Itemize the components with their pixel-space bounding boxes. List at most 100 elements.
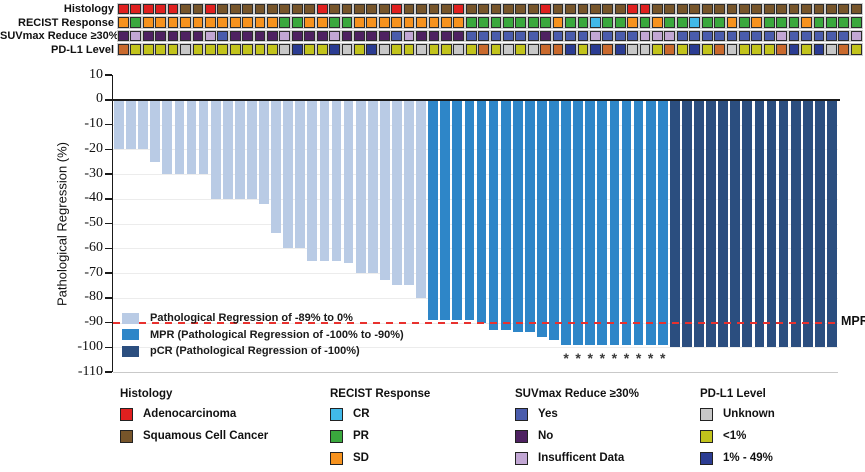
track-square: [502, 29, 515, 43]
legend-group: RECIST Response CR PR SD: [330, 388, 430, 472]
track-square: [638, 2, 652, 16]
track-square: [564, 2, 577, 16]
patient-bar: [500, 99, 511, 330]
track-square: [415, 29, 428, 43]
patient-bar: [319, 99, 330, 261]
patient-bar: [379, 99, 390, 281]
patient-bar: [271, 99, 281, 234]
plot-bottom-border: [113, 372, 838, 373]
track-square: [191, 2, 205, 16]
track-square: [365, 2, 379, 16]
patient-bar: [609, 99, 620, 345]
track-square: [576, 2, 590, 16]
track-square: [452, 29, 466, 43]
track-square: [800, 43, 813, 57]
track-square: [278, 2, 292, 16]
y-tick-label: -90: [84, 314, 103, 329]
track-label: RECIST Response: [18, 16, 114, 29]
patient-bar: [706, 99, 716, 348]
track-square: [241, 2, 254, 16]
track-square: [290, 29, 304, 43]
track-square: [775, 16, 789, 29]
track-square: [812, 2, 826, 16]
track-square: [489, 29, 503, 43]
track-square: [266, 29, 279, 43]
track-square: [179, 16, 192, 29]
track-square: [141, 29, 155, 43]
legend-item: <1%: [700, 429, 775, 443]
track-square: [427, 43, 441, 57]
legend-group-title: PD-L1 Level: [700, 388, 766, 400]
patient-bar: [452, 99, 463, 321]
track-square: [191, 29, 205, 43]
legend-item-label: Insufficent Data: [538, 452, 625, 464]
patient-bar: [561, 99, 571, 345]
asterisk-marker: *: [599, 350, 606, 367]
track-square: [824, 16, 838, 29]
track-square: [812, 29, 826, 43]
track-square: [278, 16, 292, 29]
track-square: [651, 29, 664, 43]
track-square: [539, 29, 553, 43]
track-square: [601, 29, 615, 43]
track-square: [228, 2, 242, 16]
track-square: [365, 16, 379, 29]
track-square: [377, 16, 391, 29]
track-square: [241, 43, 254, 57]
legend-group: Histology Adenocarcinoma Squamous Cell Can…: [120, 388, 268, 451]
track-square: [464, 43, 478, 57]
track-square: [663, 2, 677, 16]
asterisk-marker: *: [660, 350, 666, 367]
y-axis-tick: [105, 74, 112, 76]
patient-bar: [355, 99, 366, 273]
track-square: [775, 2, 789, 16]
track-square: [203, 2, 217, 16]
legend-group-title: RECIST Response: [330, 388, 431, 400]
track-square: [812, 43, 826, 57]
track-square: [129, 43, 143, 57]
track-square: [365, 29, 379, 43]
track-square: [439, 2, 453, 16]
track-square: [216, 29, 230, 43]
track-square: [117, 29, 130, 43]
track-square: [638, 29, 652, 43]
asterisk-marker: *: [587, 350, 593, 367]
legend-item-label: MPR (Pathological Regression of -100% to…: [150, 328, 404, 341]
legend-item: Squamous Cell Cancer: [120, 429, 268, 443]
patient-bar: [754, 99, 765, 348]
track-square: [241, 16, 254, 29]
y-tick-label: 10: [89, 66, 103, 82]
legend-item: Adenocarcinoma: [120, 407, 268, 421]
y-axis-tick: [105, 371, 112, 373]
track-square: [117, 43, 130, 57]
track-square: [266, 16, 279, 29]
patient-bar: [621, 99, 632, 345]
legend-item-label: <1%: [723, 430, 747, 442]
track-square: [713, 2, 726, 16]
asterisk-marker: *: [563, 350, 569, 367]
track-square: [613, 43, 627, 57]
patient-bar: [585, 99, 596, 345]
track-square: [502, 16, 515, 29]
track-square: [576, 43, 590, 57]
track-square: [477, 29, 490, 43]
track-square: [203, 29, 217, 43]
track-square: [377, 43, 391, 57]
patient-bar: [404, 99, 414, 286]
y-axis-tick: [105, 148, 112, 150]
track-square: [253, 16, 267, 29]
track-square: [675, 43, 689, 57]
patient-bar: [778, 99, 789, 348]
track-square: [675, 16, 689, 29]
track-square: [601, 16, 615, 29]
track-square: [849, 43, 863, 57]
track-square: [551, 16, 565, 29]
track-square: [390, 2, 404, 16]
legend-swatch: [330, 429, 343, 443]
patient-bar: [718, 99, 729, 348]
mpr-swatch: [122, 329, 139, 340]
legend-item: SD: [330, 451, 430, 465]
track-square: [340, 43, 354, 57]
track-square: [626, 29, 639, 43]
patient-bar: [814, 99, 825, 348]
